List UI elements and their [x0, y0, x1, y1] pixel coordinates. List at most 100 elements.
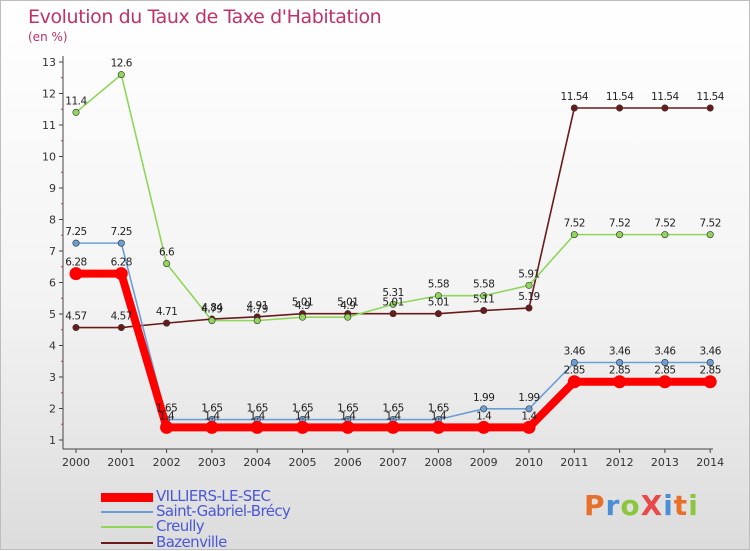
data-label: 1.4 — [159, 410, 175, 422]
data-point — [117, 239, 125, 247]
data-point — [522, 420, 536, 434]
data-label: 5.31 — [382, 287, 403, 299]
data-point — [480, 307, 488, 315]
data-point — [525, 281, 533, 289]
data-label: 6.28 — [111, 257, 132, 269]
y-tick-label: 4 — [49, 340, 56, 353]
data-label: 11.54 — [651, 91, 679, 103]
y-tick-label: 8 — [49, 214, 56, 227]
data-label: 7.52 — [700, 218, 721, 230]
data-point — [525, 405, 533, 413]
data-label: 1.99 — [518, 392, 539, 404]
x-tick-label: 2007 — [379, 456, 407, 469]
data-label: 5.91 — [518, 268, 539, 280]
y-tick-label: 9 — [49, 182, 56, 195]
logo-letter: P — [584, 489, 606, 522]
data-point — [661, 359, 669, 367]
data-point — [163, 260, 171, 268]
y-tick-label: 1 — [49, 434, 56, 447]
data-label: 12.6 — [111, 58, 133, 70]
x-tick-label: 2014 — [696, 456, 724, 469]
x-tick-label: 2006 — [334, 456, 362, 469]
logo-letter: X — [640, 489, 664, 522]
data-point — [434, 292, 442, 300]
data-label: 1.65 — [337, 403, 358, 415]
data-label: 5.01 — [337, 297, 358, 309]
data-point — [296, 420, 309, 434]
y-tick-label: 13 — [42, 56, 56, 69]
data-label: 3.46 — [609, 346, 631, 358]
data-point — [616, 359, 624, 367]
y-tick-label: 3 — [49, 371, 56, 384]
data-point — [72, 108, 80, 116]
data-label: 1.65 — [428, 403, 449, 415]
data-label: 2.85 — [654, 365, 675, 377]
data-label: 5.19 — [518, 291, 539, 303]
data-label: 11.54 — [696, 91, 724, 103]
data-point — [344, 313, 352, 321]
data-point — [160, 420, 174, 434]
data-point — [69, 267, 83, 281]
series-line-2 — [75, 73, 711, 322]
data-label: 1.4 — [521, 410, 537, 422]
data-label: 6.6 — [159, 247, 175, 259]
data-label: 1.65 — [382, 403, 403, 415]
data-label: 2.85 — [700, 365, 721, 377]
data-point — [613, 375, 627, 389]
legend-swatch — [101, 493, 153, 502]
y-tick-label: 5 — [49, 308, 56, 321]
x-tick-label: 2009 — [470, 456, 498, 469]
data-point — [661, 231, 669, 239]
data-label: 7.25 — [65, 226, 86, 238]
data-point — [570, 231, 578, 239]
data-label: 2.85 — [609, 365, 630, 377]
data-label: 4.57 — [111, 311, 132, 323]
logo-letter: r — [605, 489, 621, 522]
data-label: 6.28 — [65, 257, 86, 269]
logo-letter: o — [620, 489, 641, 522]
data-label: 5.11 — [473, 294, 494, 306]
data-point — [477, 420, 491, 434]
x-tick-label: 2011 — [560, 456, 588, 469]
data-label: 1.65 — [156, 403, 177, 415]
data-label: 11.4 — [65, 95, 87, 107]
chart-title: Evolution du Taux de Taxe d'Habitation — [28, 6, 382, 28]
data-label: 3.46 — [654, 346, 676, 358]
data-point — [389, 300, 397, 308]
data-point — [434, 310, 442, 318]
data-point — [208, 317, 216, 325]
y-tick-label: 2 — [49, 403, 56, 416]
data-label: 2.85 — [564, 365, 585, 377]
data-label: 4.9 — [295, 300, 310, 312]
logo-letter: t — [673, 489, 689, 522]
data-point — [117, 324, 125, 332]
x-tick-label: 2010 — [515, 456, 543, 469]
data-label: 1.65 — [247, 403, 268, 415]
data-label: 4.57 — [65, 311, 86, 323]
legend-swatch — [101, 542, 153, 544]
data-label: 3.46 — [700, 346, 722, 358]
data-point — [250, 420, 264, 434]
data-point — [431, 420, 445, 434]
legend-swatch — [101, 511, 153, 513]
data-label: 7.52 — [564, 218, 585, 230]
data-point — [480, 292, 488, 300]
data-label: 4.79 — [247, 304, 268, 316]
data-label: 5.58 — [473, 279, 494, 291]
data-label: 5.01 — [382, 297, 403, 309]
data-point — [72, 239, 80, 247]
y-tick-label: 12 — [42, 88, 56, 101]
data-label: 7.25 — [111, 226, 132, 238]
x-tick-label: 2003 — [198, 456, 226, 469]
data-label: 1.4 — [295, 410, 311, 422]
data-point — [616, 231, 624, 239]
data-point — [386, 420, 400, 434]
data-label: 7.52 — [609, 218, 630, 230]
x-tick-label: 2008 — [424, 456, 452, 469]
data-label: 1.99 — [473, 392, 494, 404]
data-point — [114, 267, 128, 281]
data-point — [480, 405, 488, 413]
legend-label: VILLIERS-LE-SEC — [156, 487, 271, 505]
data-point — [72, 324, 80, 332]
